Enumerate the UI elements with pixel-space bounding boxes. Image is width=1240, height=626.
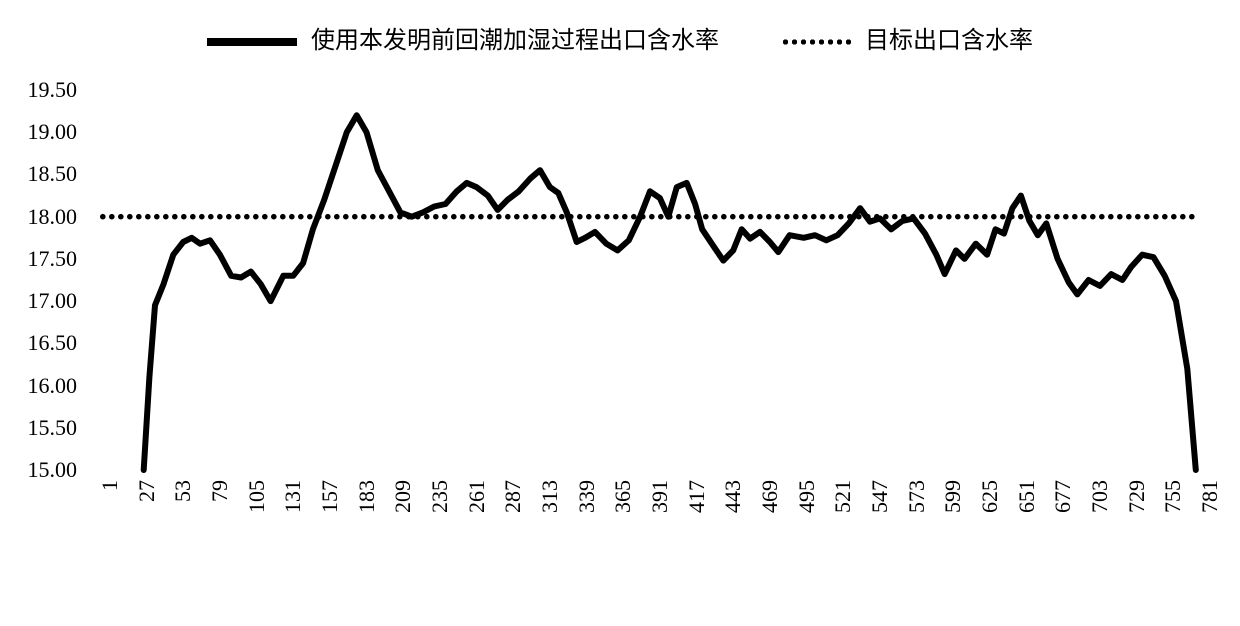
x-tick-label: 729 — [1124, 480, 1150, 513]
x-tick-label: 365 — [610, 480, 636, 513]
x-tick-label: 27 — [134, 480, 160, 502]
legend: 使用本发明前回潮加湿过程出口含水率 目标出口含水率 — [0, 20, 1240, 55]
y-axis-labels: 15.0015.5016.0016.5017.0017.5018.0018.50… — [0, 90, 95, 470]
x-tick-label: 443 — [720, 480, 746, 513]
y-tick-label: 15.00 — [28, 457, 78, 483]
x-tick-label: 599 — [940, 480, 966, 513]
legend-item-measured: 使用本发明前回潮加湿过程出口含水率 — [207, 20, 719, 55]
y-tick-label: 18.50 — [28, 161, 78, 187]
plot-svg — [100, 90, 1200, 470]
series-line — [144, 115, 1196, 470]
legend-swatch-solid — [207, 38, 297, 46]
x-tick-label: 157 — [317, 480, 343, 513]
x-tick-label: 313 — [537, 480, 563, 513]
y-tick-label: 17.00 — [28, 288, 78, 314]
x-tick-label: 495 — [794, 480, 820, 513]
x-tick-label: 469 — [757, 480, 783, 513]
legend-item-target: 目标出口含水率 — [781, 20, 1033, 55]
x-tick-label: 677 — [1050, 480, 1076, 513]
y-tick-label: 19.50 — [28, 77, 78, 103]
x-tick-label: 781 — [1197, 480, 1223, 513]
x-tick-label: 547 — [867, 480, 893, 513]
x-tick-label: 261 — [464, 480, 490, 513]
x-tick-label: 131 — [280, 480, 306, 513]
plot-area — [100, 90, 1200, 470]
x-tick-label: 521 — [830, 480, 856, 513]
legend-swatch-dotted — [781, 38, 851, 46]
y-tick-label: 17.50 — [28, 246, 78, 272]
x-tick-label: 651 — [1014, 480, 1040, 513]
y-tick-label: 19.00 — [28, 119, 78, 145]
x-tick-label: 703 — [1087, 480, 1113, 513]
x-axis-labels: 1 27 53 79 105 131 157 183 209 235 261 287 313 339 365… — [100, 470, 1200, 590]
legend-label-measured: 使用本发明前回潮加湿过程出口含水率 — [311, 28, 719, 54]
legend-label-target: 目标出口含水率 — [865, 28, 1033, 54]
x-tick-label: 391 — [647, 480, 673, 513]
x-tick-label: 79 — [207, 480, 233, 502]
y-tick-label: 18.00 — [28, 204, 78, 230]
x-tick-label: 183 — [354, 480, 380, 513]
x-tick-label: 417 — [684, 480, 710, 513]
y-tick-label: 16.50 — [28, 330, 78, 356]
x-tick-label: 105 — [244, 480, 270, 513]
x-tick-label: 209 — [390, 480, 416, 513]
x-tick-label: 339 — [574, 480, 600, 513]
y-tick-label: 16.00 — [28, 373, 78, 399]
x-tick-label: 625 — [977, 480, 1003, 513]
x-tick-label: 235 — [427, 480, 453, 513]
y-tick-label: 15.50 — [28, 415, 78, 441]
x-tick-label: 53 — [170, 480, 196, 502]
x-tick-label: 755 — [1160, 480, 1186, 513]
x-tick-label: 287 — [500, 480, 526, 513]
x-tick-label: 573 — [904, 480, 930, 513]
x-tick-label: 1 — [97, 480, 123, 491]
chart-container: 使用本发明前回潮加湿过程出口含水率 目标出口含水率 15.00 15.50 16.0… — [0, 0, 1240, 626]
